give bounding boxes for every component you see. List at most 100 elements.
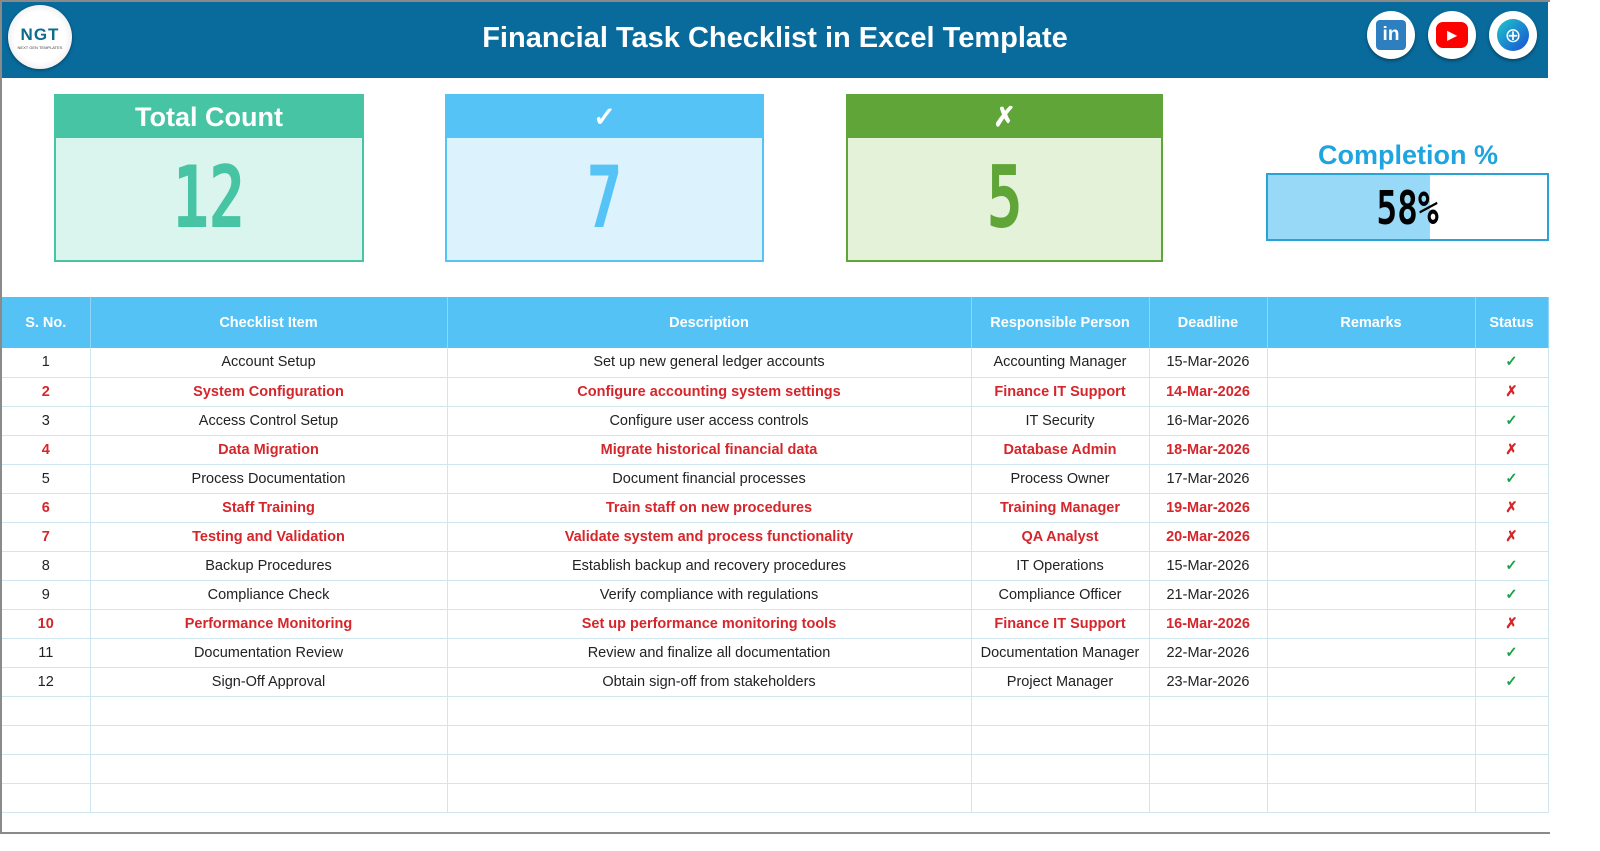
table-cell[interactable] xyxy=(1267,377,1476,407)
table-cell[interactable]: 1 xyxy=(2,348,91,378)
empty-cell[interactable] xyxy=(447,783,972,813)
table-cell[interactable]: Sign-Off Approval xyxy=(90,667,448,697)
table-cell[interactable]: 23-Mar-2026 xyxy=(1149,667,1268,697)
table-cell[interactable]: Configure user access controls xyxy=(447,406,972,436)
table-cell[interactable] xyxy=(1267,464,1476,494)
empty-cell[interactable] xyxy=(447,754,972,784)
table-cell[interactable]: QA Analyst xyxy=(971,522,1150,552)
empty-cell[interactable] xyxy=(90,696,448,726)
table-cell[interactable]: IT Security xyxy=(971,406,1150,436)
status-cross-icon[interactable]: ✗ xyxy=(1475,522,1549,552)
table-cell[interactable]: Process Documentation xyxy=(90,464,448,494)
table-cell[interactable]: 16-Mar-2026 xyxy=(1149,609,1268,639)
table-cell[interactable] xyxy=(1267,580,1476,610)
empty-cell[interactable] xyxy=(90,725,448,755)
table-cell[interactable]: 17-Mar-2026 xyxy=(1149,464,1268,494)
table-cell[interactable]: 10 xyxy=(2,609,91,639)
empty-cell[interactable] xyxy=(90,754,448,784)
status-check-icon[interactable]: ✓ xyxy=(1475,406,1549,436)
table-cell[interactable]: Performance Monitoring xyxy=(90,609,448,639)
table-cell[interactable]: Train staff on new procedures xyxy=(447,493,972,523)
table-cell[interactable]: 12 xyxy=(2,667,91,697)
table-cell[interactable]: 18-Mar-2026 xyxy=(1149,435,1268,465)
youtube-button[interactable]: ▶ xyxy=(1428,11,1476,59)
empty-cell[interactable] xyxy=(1267,696,1476,726)
status-check-icon[interactable]: ✓ xyxy=(1475,580,1549,610)
table-cell[interactable]: 2 xyxy=(2,377,91,407)
empty-cell[interactable] xyxy=(971,696,1150,726)
table-cell[interactable]: 3 xyxy=(2,406,91,436)
table-cell[interactable]: Training Manager xyxy=(971,493,1150,523)
table-cell[interactable]: Access Control Setup xyxy=(90,406,448,436)
empty-cell[interactable] xyxy=(971,754,1150,784)
empty-cell[interactable] xyxy=(2,783,91,813)
table-cell[interactable]: Backup Procedures xyxy=(90,551,448,581)
website-button[interactable]: ⊕ xyxy=(1489,11,1537,59)
table-cell[interactable]: Set up performance monitoring tools xyxy=(447,609,972,639)
table-cell[interactable] xyxy=(1267,522,1476,552)
table-cell[interactable]: 15-Mar-2026 xyxy=(1149,348,1268,378)
empty-cell[interactable] xyxy=(1475,725,1549,755)
empty-cell[interactable] xyxy=(1267,725,1476,755)
table-cell[interactable]: Verify compliance with regulations xyxy=(447,580,972,610)
status-check-icon[interactable]: ✓ xyxy=(1475,551,1549,581)
table-cell[interactable]: Review and finalize all documentation xyxy=(447,638,972,668)
empty-cell[interactable] xyxy=(971,725,1150,755)
table-cell[interactable]: 21-Mar-2026 xyxy=(1149,580,1268,610)
empty-cell[interactable] xyxy=(90,783,448,813)
table-cell[interactable]: Validate system and process functionalit… xyxy=(447,522,972,552)
empty-cell[interactable] xyxy=(447,696,972,726)
status-check-icon[interactable]: ✓ xyxy=(1475,464,1549,494)
empty-cell[interactable] xyxy=(1149,696,1268,726)
empty-cell[interactable] xyxy=(1267,783,1476,813)
table-cell[interactable]: Finance IT Support xyxy=(971,377,1150,407)
table-cell[interactable]: Project Manager xyxy=(971,667,1150,697)
table-cell[interactable]: 14-Mar-2026 xyxy=(1149,377,1268,407)
table-cell[interactable]: Documentation Review xyxy=(90,638,448,668)
table-cell[interactable]: Configure accounting system settings xyxy=(447,377,972,407)
empty-cell[interactable] xyxy=(2,696,91,726)
table-cell[interactable]: Process Owner xyxy=(971,464,1150,494)
table-cell[interactable]: 16-Mar-2026 xyxy=(1149,406,1268,436)
status-check-icon[interactable]: ✓ xyxy=(1475,638,1549,668)
table-cell[interactable]: Staff Training xyxy=(90,493,448,523)
empty-cell[interactable] xyxy=(1475,696,1549,726)
empty-cell[interactable] xyxy=(1149,783,1268,813)
empty-cell[interactable] xyxy=(1149,754,1268,784)
empty-cell[interactable] xyxy=(1149,725,1268,755)
empty-cell[interactable] xyxy=(2,725,91,755)
table-cell[interactable] xyxy=(1267,667,1476,697)
table-cell[interactable] xyxy=(1267,406,1476,436)
table-cell[interactable] xyxy=(1267,493,1476,523)
status-check-icon[interactable]: ✓ xyxy=(1475,667,1549,697)
linkedin-button[interactable]: in xyxy=(1367,11,1415,59)
table-cell[interactable] xyxy=(1267,435,1476,465)
table-cell[interactable]: IT Operations xyxy=(971,551,1150,581)
table-cell[interactable]: 15-Mar-2026 xyxy=(1149,551,1268,581)
empty-cell[interactable] xyxy=(2,754,91,784)
empty-cell[interactable] xyxy=(1267,754,1476,784)
status-cross-icon[interactable]: ✗ xyxy=(1475,609,1549,639)
status-cross-icon[interactable]: ✗ xyxy=(1475,493,1549,523)
table-cell[interactable]: Obtain sign-off from stakeholders xyxy=(447,667,972,697)
table-cell[interactable]: 7 xyxy=(2,522,91,552)
empty-cell[interactable] xyxy=(1475,754,1549,784)
table-cell[interactable]: Accounting Manager xyxy=(971,348,1150,378)
table-cell[interactable]: System Configuration xyxy=(90,377,448,407)
table-cell[interactable]: 8 xyxy=(2,551,91,581)
table-cell[interactable]: 20-Mar-2026 xyxy=(1149,522,1268,552)
table-cell[interactable] xyxy=(1267,348,1476,378)
table-cell[interactable]: Finance IT Support xyxy=(971,609,1150,639)
table-cell[interactable] xyxy=(1267,551,1476,581)
table-cell[interactable]: Set up new general ledger accounts xyxy=(447,348,972,378)
table-cell[interactable]: 4 xyxy=(2,435,91,465)
table-cell[interactable]: Establish backup and recovery procedures xyxy=(447,551,972,581)
table-cell[interactable]: Data Migration xyxy=(90,435,448,465)
table-cell[interactable]: 11 xyxy=(2,638,91,668)
empty-cell[interactable] xyxy=(971,783,1150,813)
table-cell[interactable] xyxy=(1267,609,1476,639)
table-cell[interactable]: Database Admin xyxy=(971,435,1150,465)
table-cell[interactable]: Documentation Manager xyxy=(971,638,1150,668)
table-cell[interactable]: 5 xyxy=(2,464,91,494)
table-cell[interactable]: Testing and Validation xyxy=(90,522,448,552)
